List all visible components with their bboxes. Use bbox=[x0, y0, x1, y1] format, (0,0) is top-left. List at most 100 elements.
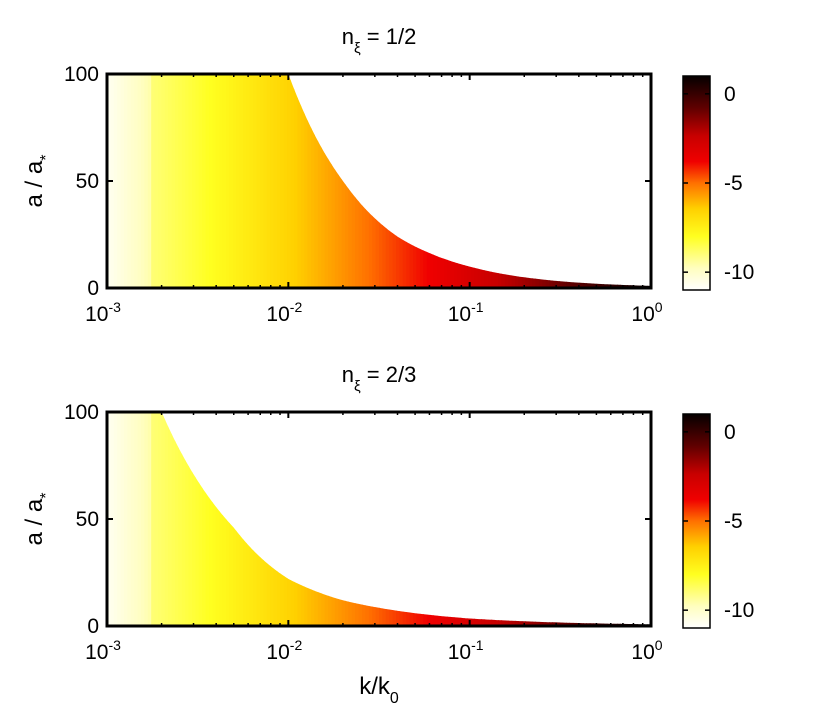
heatmap-column bbox=[613, 74, 618, 288]
heatmap-column bbox=[175, 74, 179, 288]
heatmap-column bbox=[630, 74, 635, 288]
heatmap-column bbox=[498, 74, 502, 288]
heatmap-column bbox=[181, 412, 186, 626]
heatmap-column bbox=[260, 74, 264, 288]
heatmap-column bbox=[144, 412, 149, 626]
heatmap-column bbox=[198, 412, 203, 626]
heatmap-column bbox=[307, 74, 312, 288]
heatmap-column bbox=[623, 74, 628, 288]
heatmap-column bbox=[253, 74, 258, 288]
heatmap-column bbox=[141, 74, 145, 288]
heatmap-column bbox=[222, 74, 227, 288]
heatmap-column bbox=[226, 74, 230, 288]
heatmap-column bbox=[508, 412, 513, 626]
heatmap-column bbox=[583, 74, 587, 288]
heatmap-column bbox=[151, 412, 156, 626]
heatmap-column bbox=[205, 412, 210, 626]
heatmap-column bbox=[549, 412, 553, 626]
colorbar-tick-label: -5 bbox=[724, 172, 743, 195]
heatmap-column bbox=[586, 412, 591, 626]
heatmap-column bbox=[640, 412, 645, 626]
heatmap-column bbox=[266, 412, 271, 626]
panel-2: 10-3 10-2 10-1 100 0 50 100 nξ = 2/3 a / a* k/k0 0… bbox=[21, 362, 754, 707]
heatmap-column bbox=[130, 74, 135, 288]
heatmap-column bbox=[124, 74, 128, 288]
heatmap-column bbox=[283, 74, 288, 288]
heatmap-column bbox=[229, 412, 234, 626]
heatmap-column bbox=[158, 74, 162, 288]
heatmap-column bbox=[375, 412, 380, 626]
heatmap-column bbox=[515, 412, 519, 626]
panel-1: 10-3 10-2 10-1 100 0 50 100 nξ = 1/2 a / a* 0 -5 -1… bbox=[21, 24, 754, 326]
heatmap-column bbox=[215, 74, 220, 288]
heatmap-column bbox=[385, 412, 390, 626]
heatmap-column bbox=[120, 412, 125, 626]
heatmap-column bbox=[256, 74, 261, 288]
heatmap-column bbox=[487, 412, 492, 626]
heatmap-column bbox=[620, 412, 625, 626]
heatmap-column bbox=[464, 74, 468, 288]
heatmap-column bbox=[549, 74, 553, 288]
colorbar-tick-label: -5 bbox=[724, 510, 743, 533]
heatmap-column bbox=[348, 412, 353, 626]
heatmap-column bbox=[392, 412, 397, 626]
heatmap-column bbox=[416, 412, 421, 626]
heatmap-column bbox=[219, 74, 224, 288]
panel-title: nξ = 2/3 bbox=[342, 362, 417, 395]
heatmap-column bbox=[555, 412, 560, 626]
heatmap-column bbox=[498, 412, 502, 626]
heatmap-column bbox=[147, 412, 152, 626]
heatmap-column bbox=[627, 74, 632, 288]
heatmap-column bbox=[202, 74, 207, 288]
heatmap-column bbox=[477, 412, 482, 626]
heatmap-column bbox=[596, 412, 601, 626]
y-tick-label: 50 bbox=[76, 508, 99, 531]
heatmap-column bbox=[396, 412, 400, 626]
heatmap-column bbox=[603, 74, 608, 288]
heatmap-column bbox=[545, 412, 550, 626]
heatmap-column bbox=[583, 412, 587, 626]
heatmap-column bbox=[562, 74, 567, 288]
heatmap-column bbox=[436, 74, 441, 288]
heatmap-column bbox=[246, 412, 251, 626]
heatmap-column bbox=[593, 412, 598, 626]
heatmap-column bbox=[345, 412, 349, 626]
heatmap-column bbox=[423, 412, 428, 626]
colorbar-tick-label: -10 bbox=[724, 599, 754, 622]
heatmap-column bbox=[542, 412, 547, 626]
heatmap-column bbox=[161, 74, 166, 288]
heatmap-column bbox=[494, 74, 499, 288]
heatmap-column bbox=[124, 412, 128, 626]
heatmap-column bbox=[175, 412, 179, 626]
heatmap-column bbox=[569, 412, 574, 626]
heatmap-column bbox=[528, 412, 533, 626]
heatmap-column bbox=[542, 74, 547, 288]
panel-title: nξ = 1/2 bbox=[342, 24, 417, 57]
heatmap-column bbox=[559, 412, 564, 626]
heatmap-column bbox=[144, 74, 149, 288]
heatmap-column bbox=[192, 412, 196, 626]
heatmap-column bbox=[249, 74, 254, 288]
x-tick-label: 10-3 bbox=[85, 637, 121, 664]
heatmap-column bbox=[232, 74, 237, 288]
heatmap-column bbox=[634, 412, 638, 626]
heatmap-column bbox=[266, 74, 271, 288]
heatmap-column bbox=[317, 412, 322, 626]
heatmap-column bbox=[474, 412, 479, 626]
heatmap-column bbox=[198, 74, 203, 288]
heatmap-column bbox=[300, 412, 305, 626]
heatmap-column bbox=[273, 74, 278, 288]
heatmap-column bbox=[464, 412, 468, 626]
heatmap-column bbox=[623, 412, 628, 626]
heatmap-column bbox=[521, 412, 526, 626]
heatmap-cells bbox=[107, 412, 651, 626]
heatmap-column bbox=[161, 412, 166, 626]
heatmap-column bbox=[212, 412, 217, 626]
heatmap-column bbox=[532, 74, 536, 288]
y-tick-label: 0 bbox=[87, 277, 99, 300]
heatmap-column bbox=[236, 74, 241, 288]
heatmap-column bbox=[209, 412, 213, 626]
heatmap-column bbox=[443, 412, 448, 626]
heatmap-column bbox=[504, 412, 509, 626]
